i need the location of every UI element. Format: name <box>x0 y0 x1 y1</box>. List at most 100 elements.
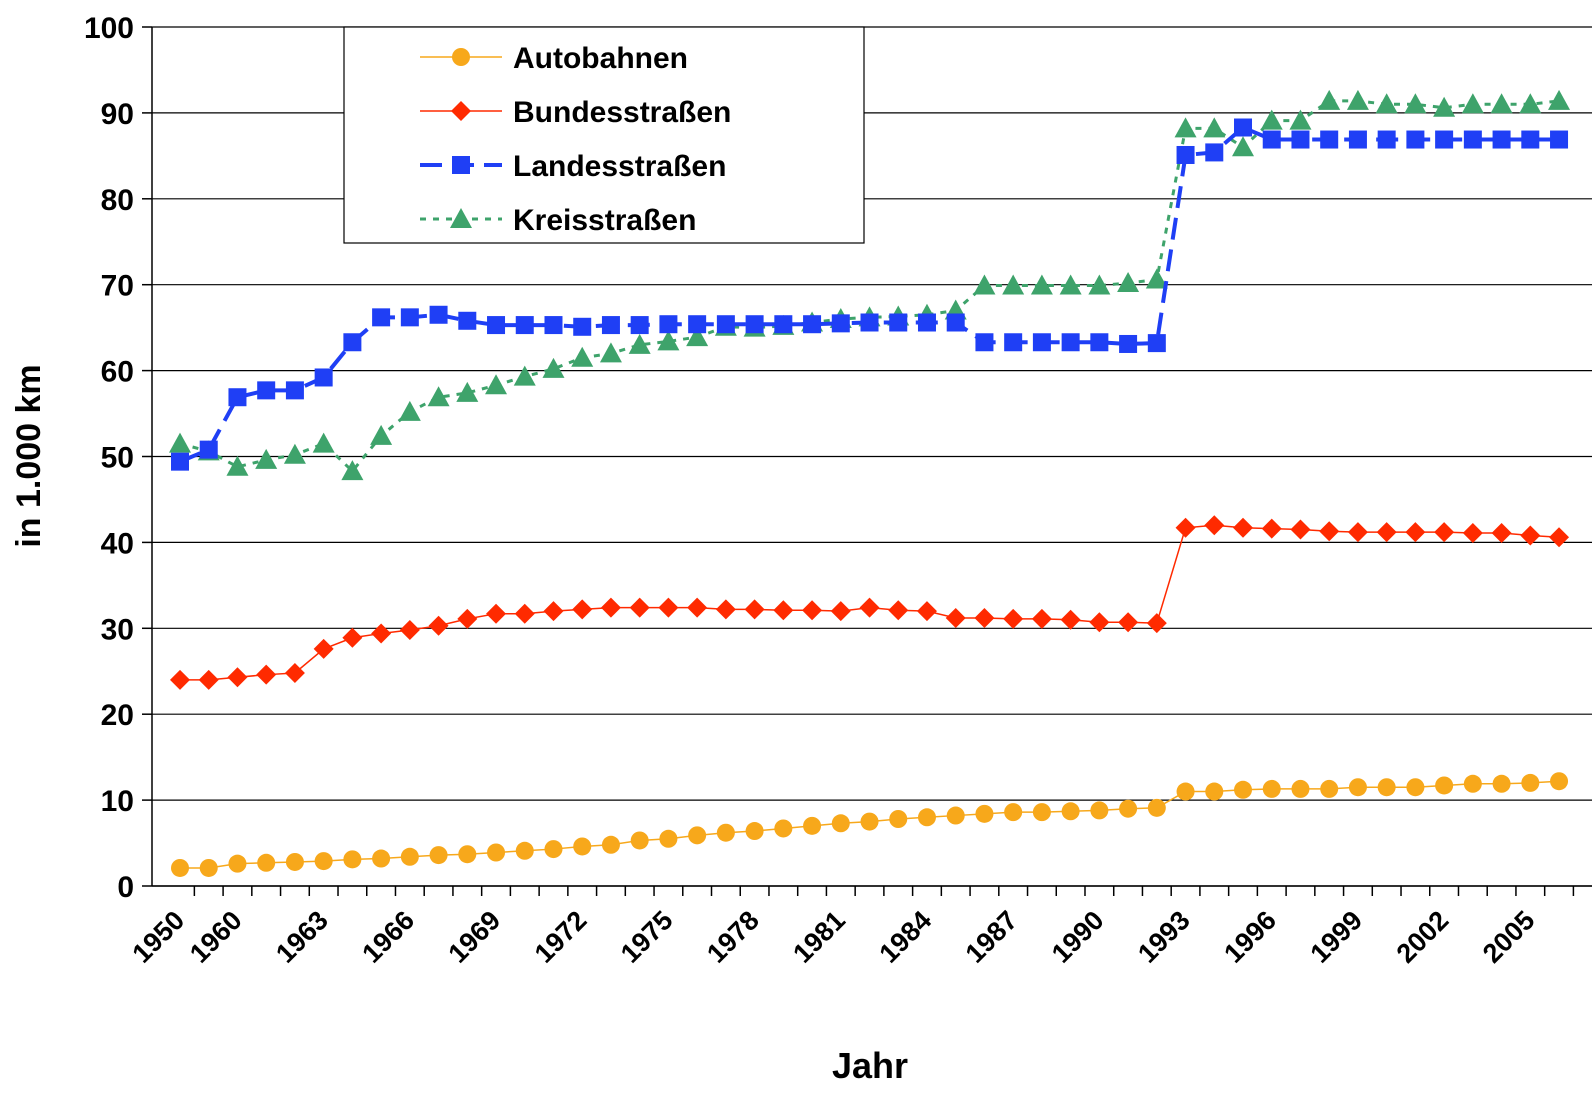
point <box>1435 776 1454 795</box>
point <box>1521 130 1540 149</box>
point <box>1145 268 1168 289</box>
point <box>686 326 709 347</box>
point <box>284 662 305 683</box>
x-tick-label: 1984 <box>874 905 938 969</box>
point <box>429 305 448 324</box>
point <box>171 858 189 877</box>
point <box>860 812 879 831</box>
point <box>342 627 363 648</box>
point <box>543 601 564 622</box>
point <box>687 597 708 618</box>
point <box>1347 522 1368 543</box>
point <box>744 599 765 620</box>
y-tick-label: 0 <box>117 871 134 904</box>
point <box>1289 109 1312 130</box>
y-tick-label: 20 <box>101 699 134 732</box>
x-tick-label: 1972 <box>529 905 593 969</box>
point <box>372 849 391 868</box>
x-tick-label: 1990 <box>1046 905 1110 969</box>
point <box>399 620 420 641</box>
point <box>1404 93 1427 114</box>
point <box>573 837 592 856</box>
x-tick-label: 1993 <box>1132 905 1196 969</box>
point <box>313 638 334 659</box>
point <box>1549 527 1570 548</box>
legend-box <box>343 26 865 244</box>
point <box>1061 802 1080 821</box>
point <box>1205 782 1224 801</box>
point <box>1492 130 1511 149</box>
legend-label: Landesstraßen <box>513 150 726 183</box>
point <box>629 597 650 618</box>
point <box>774 819 793 838</box>
point <box>1375 93 1398 114</box>
point <box>1348 130 1367 149</box>
point <box>544 840 563 859</box>
point <box>228 388 247 407</box>
point <box>1176 782 1195 801</box>
legend-label: Kreisstraßen <box>513 204 696 237</box>
point <box>630 316 649 335</box>
y-tick-label: 100 <box>84 12 134 45</box>
legend-marker <box>452 156 470 174</box>
point <box>341 460 364 481</box>
point <box>1203 117 1226 138</box>
point <box>171 452 189 471</box>
point <box>1291 779 1310 798</box>
point <box>1119 334 1138 353</box>
point <box>487 316 506 335</box>
x-tick-label: 1978 <box>701 905 765 969</box>
point <box>1434 522 1455 543</box>
point <box>1461 93 1484 114</box>
point <box>1318 89 1341 110</box>
point <box>1520 525 1541 546</box>
point <box>1117 271 1140 292</box>
y-tick-label: 10 <box>101 785 134 818</box>
point <box>715 599 736 620</box>
point <box>1521 773 1540 792</box>
point <box>314 852 333 871</box>
point <box>1032 803 1051 822</box>
point <box>198 669 219 690</box>
point <box>745 315 764 334</box>
point <box>1550 130 1569 149</box>
x-tick-label: 1966 <box>356 905 420 969</box>
point <box>1061 333 1080 352</box>
legend: Autobahnen Bundesstraßen Landesstraßen Krei… <box>343 26 865 244</box>
series <box>170 515 1570 690</box>
point <box>803 315 822 334</box>
point <box>343 333 362 352</box>
point <box>542 357 565 378</box>
point <box>285 381 304 400</box>
x-axis-title: Jahr <box>832 1045 908 1086</box>
point <box>1174 117 1197 138</box>
point <box>429 846 448 865</box>
y-tick-label: 70 <box>101 270 134 303</box>
point <box>1059 274 1082 295</box>
point <box>830 601 851 622</box>
x-tick-label: 1987 <box>960 905 1024 969</box>
point <box>515 841 534 860</box>
y-tick-label: 40 <box>101 527 134 560</box>
point <box>1491 522 1512 543</box>
point <box>1492 774 1511 793</box>
point <box>1090 333 1109 352</box>
y-axis-title: in 1.000 km <box>10 364 48 547</box>
point <box>1320 779 1339 798</box>
point <box>571 346 594 367</box>
point <box>1377 130 1396 149</box>
point <box>1232 136 1255 157</box>
point <box>228 854 247 873</box>
point <box>745 822 764 841</box>
point <box>1089 612 1110 633</box>
point <box>486 603 507 624</box>
y-tick-label: 90 <box>101 98 134 131</box>
legend-label: Bundesstraßen <box>513 96 731 129</box>
point <box>314 368 333 387</box>
point <box>457 608 478 629</box>
point <box>601 835 620 854</box>
point <box>975 804 994 823</box>
point <box>1262 779 1281 798</box>
point <box>889 809 908 828</box>
point <box>428 615 449 636</box>
